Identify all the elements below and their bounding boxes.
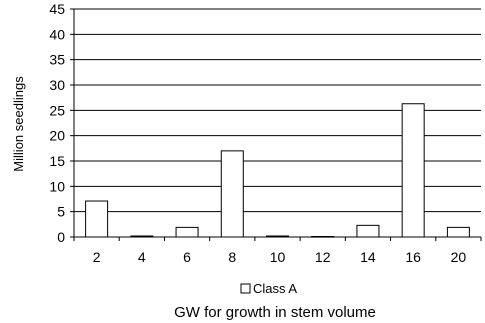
legend-label-class-a: Class A bbox=[253, 281, 297, 296]
axes bbox=[73, 9, 481, 238]
x-tick-label-14: 14 bbox=[360, 249, 376, 265]
bar-6 bbox=[175, 226, 199, 238]
bar-2 bbox=[85, 200, 109, 238]
x-tick-label-2: 2 bbox=[93, 249, 101, 265]
y-tick-label-0: 0 bbox=[57, 229, 65, 245]
y-tick-label-15: 15 bbox=[49, 153, 65, 169]
x-tick-label-6: 6 bbox=[183, 249, 191, 265]
gridlines bbox=[74, 8, 481, 213]
y-tick-label-40: 40 bbox=[49, 26, 65, 42]
y-tick-label-30: 30 bbox=[49, 77, 65, 93]
y-tick-label-5: 5 bbox=[57, 204, 65, 220]
y-tick-label-10: 10 bbox=[49, 178, 65, 194]
x-tick-label-10: 10 bbox=[270, 249, 286, 265]
bar-14 bbox=[356, 224, 380, 238]
y-tick-label-45: 45 bbox=[49, 1, 65, 17]
y-tick-labels: 0 5 10 15 20 25 30 35 40 45 bbox=[49, 1, 74, 245]
bar-8 bbox=[220, 150, 244, 238]
y-tick-label-20: 20 bbox=[49, 128, 65, 144]
legend-swatch-class-a bbox=[240, 283, 251, 294]
bar-16 bbox=[401, 103, 425, 238]
legend: Class A bbox=[240, 281, 297, 296]
x-tick-label-20: 20 bbox=[451, 249, 467, 265]
x-tick-labels: 2 4 6 8 10 12 14 16 20 bbox=[73, 237, 482, 265]
x-tick-label-16: 16 bbox=[405, 249, 421, 265]
bars bbox=[85, 103, 470, 238]
x-tick-label-8: 8 bbox=[228, 249, 236, 265]
x-tick-label-4: 4 bbox=[138, 249, 146, 265]
x-axis-title: GW for growth in stem volume bbox=[174, 304, 376, 321]
x-tick-label-12: 12 bbox=[315, 249, 331, 265]
y-axis-title: Million seedlings bbox=[11, 76, 26, 172]
bar-20 bbox=[446, 226, 470, 238]
y-tick-label-25: 25 bbox=[49, 102, 65, 118]
y-tick-label-35: 35 bbox=[49, 52, 65, 68]
